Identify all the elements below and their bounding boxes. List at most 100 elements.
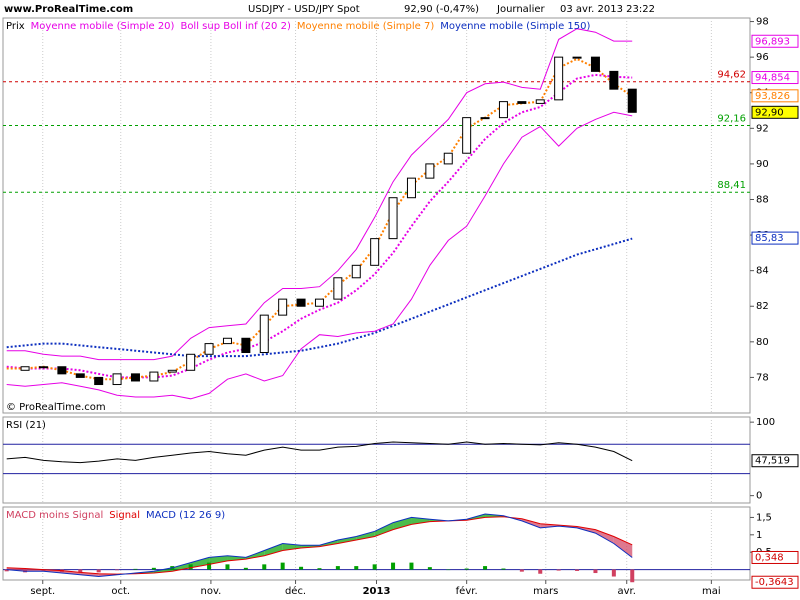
histogram-bar xyxy=(4,569,9,572)
macd-band xyxy=(337,536,357,544)
candle xyxy=(94,376,104,386)
candle xyxy=(333,277,343,300)
macd-band xyxy=(190,557,210,568)
legend-entry: Moyenne mobile (Simple 20) xyxy=(31,21,175,32)
histogram-bar xyxy=(354,566,359,570)
histogram-bar xyxy=(427,567,432,570)
histogram-bar xyxy=(78,569,83,573)
symbol: USDJPY - USD/JPY Spot xyxy=(248,4,360,15)
value-label: 85,83 xyxy=(755,233,784,244)
level-label: 88,41 xyxy=(717,180,746,191)
candle xyxy=(388,197,398,240)
candle xyxy=(517,101,527,104)
histogram-bar xyxy=(335,566,340,570)
y-tick-label: 80 xyxy=(756,337,769,348)
x-tick-label: mars xyxy=(533,586,558,597)
candle xyxy=(462,117,472,154)
macd-band xyxy=(374,522,394,537)
candle xyxy=(480,117,490,120)
histogram-bar xyxy=(630,569,635,583)
value-label: 47,519 xyxy=(755,456,790,467)
candle xyxy=(130,373,140,382)
histogram-bar xyxy=(280,562,285,570)
histogram-bar xyxy=(188,564,193,570)
histogram-bar xyxy=(409,562,414,570)
candle xyxy=(278,298,288,316)
value-box xyxy=(751,454,799,468)
y-tick-label: 88 xyxy=(756,194,769,205)
legend-entry: Boll sup Boll inf (20 2) xyxy=(180,21,290,32)
y-tick-label: 98 xyxy=(756,17,769,28)
candle xyxy=(590,56,600,72)
histogram-bar xyxy=(207,562,212,570)
value-box xyxy=(751,575,799,589)
panel xyxy=(2,17,751,414)
y-tick-label: 82 xyxy=(756,301,769,312)
value-box xyxy=(751,34,799,48)
candle xyxy=(535,99,545,104)
candle xyxy=(370,238,380,266)
candle xyxy=(572,56,582,59)
candle xyxy=(167,369,177,373)
histogram-bar xyxy=(133,568,138,570)
level-label: 94,62 xyxy=(717,70,746,81)
candle xyxy=(20,366,30,371)
y-tick-label: 0 xyxy=(756,491,762,502)
value-box xyxy=(751,71,799,85)
histogram-bar xyxy=(501,568,506,570)
histogram-bar xyxy=(483,566,488,570)
candle xyxy=(112,373,122,386)
y-tick-label: 90 xyxy=(756,159,769,170)
x-tick-label: sept. xyxy=(30,586,55,597)
value-label: 0,348 xyxy=(755,552,784,563)
candle xyxy=(351,264,361,279)
level-label: 92,16 xyxy=(717,113,746,124)
macd-band xyxy=(209,555,228,565)
histogram-bar xyxy=(115,569,120,571)
histogram-bar xyxy=(464,568,469,570)
legend-entry: Moyenne mobile (Simple 150) xyxy=(440,21,590,32)
histogram-bar xyxy=(446,569,451,571)
candle xyxy=(241,337,251,354)
legend-entry: RSI (21) xyxy=(6,420,46,431)
value-label: 93,826 xyxy=(755,91,790,102)
histogram-bar xyxy=(243,567,248,570)
series-line xyxy=(6,513,633,578)
y-tick-label: 84 xyxy=(756,266,769,277)
macd-band xyxy=(613,536,633,558)
candle xyxy=(425,163,435,179)
macd-band xyxy=(61,570,81,575)
bollinger-lower xyxy=(6,111,633,400)
candle xyxy=(57,366,67,375)
histogram-bar xyxy=(262,564,267,570)
candle xyxy=(75,373,85,378)
y-tick-label: 92 xyxy=(756,123,769,134)
x-tick-label: nov. xyxy=(201,586,222,597)
macd-band xyxy=(595,529,614,544)
histogram-bar xyxy=(611,569,616,577)
series-line xyxy=(6,73,633,379)
series-line xyxy=(6,237,633,358)
legend-entry: Moyenne mobile (Simple 7) xyxy=(297,21,435,32)
watermark: © ProRealTime.com xyxy=(6,402,106,413)
histogram-bar xyxy=(317,568,322,570)
histogram-bar xyxy=(519,569,524,572)
timestamp: 03 avr. 2013 23:22 xyxy=(560,4,655,15)
value-box xyxy=(751,550,799,564)
macd-band xyxy=(264,543,283,556)
histogram-bar xyxy=(538,569,543,574)
histogram-bar xyxy=(372,564,377,570)
value-label: 94,854 xyxy=(755,73,790,84)
candle xyxy=(498,101,508,119)
y-tick-label: 96 xyxy=(756,52,769,63)
candle xyxy=(149,371,159,382)
x-tick-label: mai xyxy=(702,586,721,597)
legend-label: Prix xyxy=(6,21,25,32)
value-box xyxy=(751,231,799,245)
candle xyxy=(259,314,269,354)
legend-entry: MACD (12 26 9) xyxy=(146,510,225,521)
histogram-bar xyxy=(556,569,561,571)
x-tick-label: févr. xyxy=(456,585,478,597)
candle xyxy=(443,152,453,165)
